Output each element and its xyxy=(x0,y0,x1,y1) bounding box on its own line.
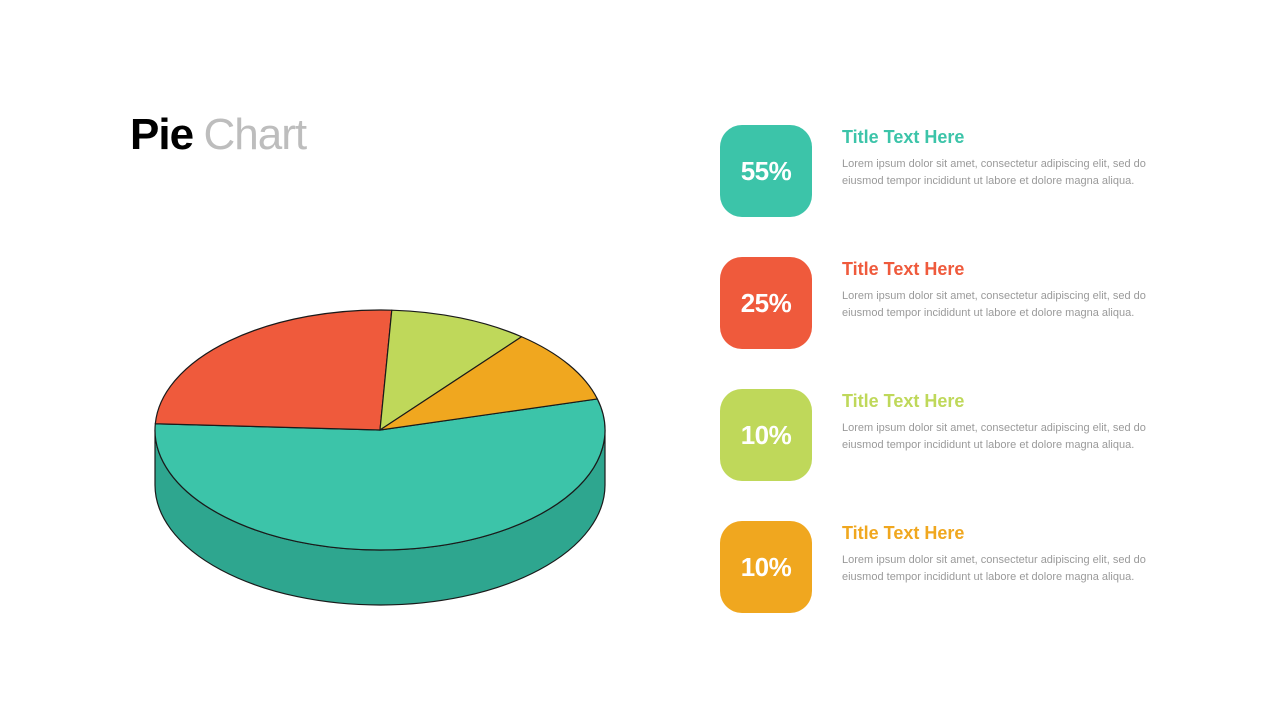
legend-body: Title Text Here Lorem ipsum dolor sit ame… xyxy=(842,389,1172,454)
legend-row: 25% Title Text Here Lorem ipsum dolor sit … xyxy=(720,257,1190,349)
legend-badge: 10% xyxy=(720,389,812,481)
legend-body: Title Text Here Lorem ipsum dolor sit ame… xyxy=(842,257,1172,322)
chart-title: Pie Chart xyxy=(130,110,306,160)
legend-desc: Lorem ipsum dolor sit amet, consectetur … xyxy=(842,288,1172,322)
legend: 55% Title Text Here Lorem ipsum dolor sit … xyxy=(720,125,1190,653)
legend-percent: 10% xyxy=(741,420,792,451)
legend-desc: Lorem ipsum dolor sit amet, consectetur … xyxy=(842,156,1172,190)
legend-title: Title Text Here xyxy=(842,127,1172,148)
legend-badge: 10% xyxy=(720,521,812,613)
legend-row: 55% Title Text Here Lorem ipsum dolor sit … xyxy=(720,125,1190,217)
legend-row: 10% Title Text Here Lorem ipsum dolor sit … xyxy=(720,389,1190,481)
legend-percent: 25% xyxy=(741,288,792,319)
legend-body: Title Text Here Lorem ipsum dolor sit ame… xyxy=(842,521,1172,586)
legend-desc: Lorem ipsum dolor sit amet, consectetur … xyxy=(842,420,1172,454)
legend-badge: 25% xyxy=(720,257,812,349)
legend-body: Title Text Here Lorem ipsum dolor sit ame… xyxy=(842,125,1172,190)
legend-title: Title Text Here xyxy=(842,391,1172,412)
legend-percent: 55% xyxy=(741,156,792,187)
legend-badge: 55% xyxy=(720,125,812,217)
pie-chart xyxy=(130,280,630,630)
title-light: Chart xyxy=(204,110,307,159)
legend-percent: 10% xyxy=(741,552,792,583)
title-bold: Pie xyxy=(130,110,193,159)
legend-title: Title Text Here xyxy=(842,523,1172,544)
legend-desc: Lorem ipsum dolor sit amet, consectetur … xyxy=(842,552,1172,586)
legend-row: 10% Title Text Here Lorem ipsum dolor sit … xyxy=(720,521,1190,613)
legend-title: Title Text Here xyxy=(842,259,1172,280)
